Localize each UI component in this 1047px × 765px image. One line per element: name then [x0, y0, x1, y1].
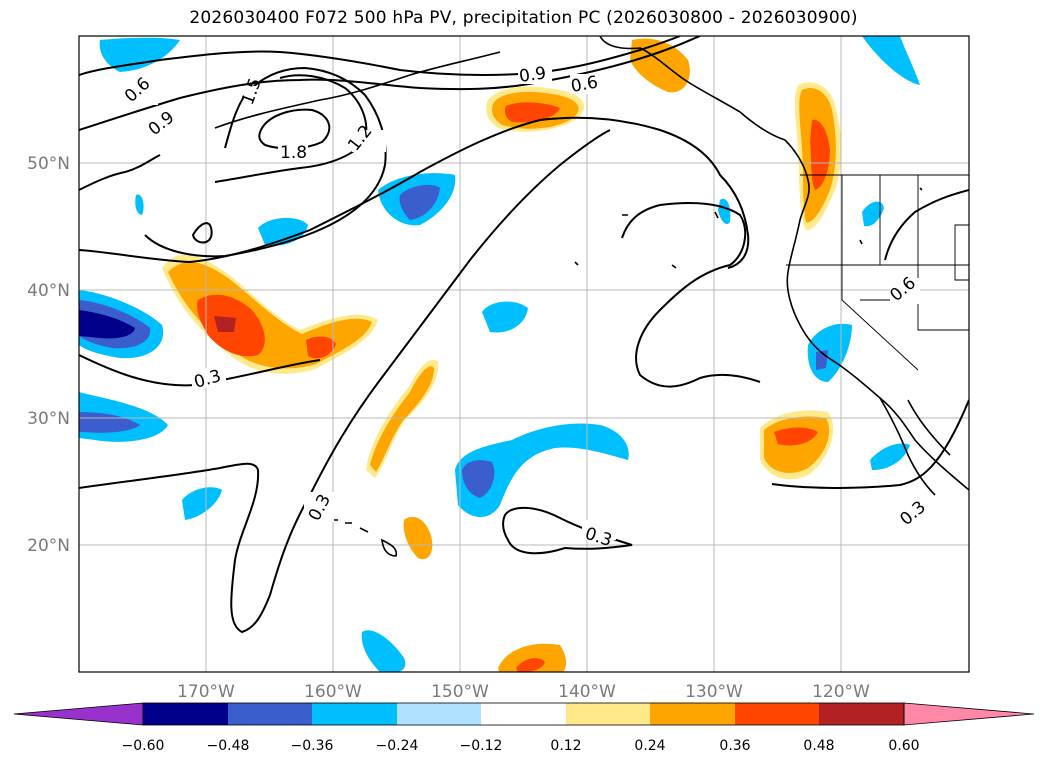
contour-1.8: [258, 108, 331, 150]
lon-label-150w: 150°W: [431, 682, 489, 702]
colorbar-segment: [312, 703, 397, 725]
lon-label-130w: 130°W: [685, 682, 743, 702]
lat-label-30n: 30°N: [27, 409, 70, 429]
contour-small-loop: [191, 222, 213, 244]
precip-negative-south: [361, 630, 406, 672]
precip-negative-small-2: [135, 194, 144, 215]
colorbar-tick-label: 0.48: [803, 738, 834, 754]
lon-label-170w: 170°W: [177, 682, 235, 702]
colorbar: −0.60 −0.48 −0.36 −0.24 −0.12 0.12 0.24 …: [13, 702, 1035, 754]
colorbar-tick-label: 0.12: [550, 738, 581, 754]
contour-label: 1.8: [280, 143, 307, 163]
colorbar-tick-label: 0.24: [634, 738, 665, 754]
coastline-alaska: [599, 36, 786, 141]
plot-frame: [78, 35, 970, 673]
precip-positive-south: [498, 643, 566, 672]
lat-label-50n: 50°N: [27, 154, 70, 174]
colorbar-segment: [481, 703, 566, 725]
precip-negative-small-1: [718, 198, 731, 225]
contour-0.3-loop-south: [502, 506, 633, 555]
lon-label-140w: 140°W: [558, 682, 616, 702]
precip-positive-south-red: [516, 658, 545, 672]
contour-0.6-north: [79, 36, 701, 131]
colorbar-segment: [650, 703, 735, 725]
contour-0.6-east: [884, 189, 969, 261]
colorbar-frame: [142, 702, 905, 726]
lon-label-120w: 120°W: [812, 682, 870, 702]
contour-label: 0.9: [518, 63, 548, 87]
latitude-labels: 50°N 40°N 30°N 20°N: [27, 154, 70, 556]
lon-label-160w: 160°W: [304, 682, 362, 702]
precip-positive-central-streak-orange: [370, 366, 434, 472]
colorbar-tick-label: 0.60: [888, 738, 919, 754]
precip-negative-horseshoe-blue: [462, 460, 495, 498]
colorbar-tick-label: −0.36: [291, 738, 334, 754]
precip-shading: [79, 36, 920, 672]
colorbar-tick-label: 0.36: [719, 738, 750, 754]
state-borders: [786, 174, 969, 371]
colorbar-segment: [228, 703, 312, 725]
colorbar-tick-label: −0.60: [122, 738, 165, 754]
precip-negative-north-center-blue: [399, 184, 440, 220]
colorbar-tick-label: −0.12: [460, 738, 503, 754]
contour-0.3-main: [79, 129, 611, 634]
precip-negative-horseshoe: [455, 423, 629, 518]
precip-positive-coast-red: [810, 119, 830, 190]
coastline-baja: [879, 397, 951, 496]
colorbar-segment: [819, 703, 904, 725]
gridlines: [79, 36, 969, 672]
contour-0.3-coast: [621, 202, 761, 388]
colorbar-segment: [566, 703, 650, 725]
map-title: 2026030400 F072 500 hPa PV, precipitatio…: [189, 8, 858, 28]
precip-negative-baja: [870, 443, 910, 470]
precip-positive-panhandle: [630, 38, 690, 93]
precip-positive-north-red: [504, 102, 560, 123]
border-states-3: [954, 224, 969, 281]
contour-0.3-subtropical: [771, 399, 969, 489]
coastline-west-coast: [784, 139, 969, 491]
border-states-1: [841, 175, 969, 331]
precip-negative-sw-small: [182, 487, 222, 520]
precip-positive-core-west: [214, 316, 236, 332]
contour-label: 0.6: [569, 73, 599, 97]
lat-label-40n: 40°N: [27, 281, 70, 301]
colorbar-segment: [735, 703, 819, 725]
precip-negative-mid-2: [482, 301, 528, 333]
precip-negative-ne-corner: [862, 36, 920, 85]
colorbar-segment: [143, 703, 228, 725]
precip-positive-east-blob: [306, 336, 336, 359]
precip-negative-idaho: [862, 201, 884, 227]
lat-label-20n: 20°N: [27, 536, 70, 556]
contour-0.9-north: [79, 36, 681, 76]
contour-0.9-inner: [79, 154, 161, 191]
precip-negative-southwest-blue: [79, 412, 140, 433]
colorbar-extend-low: [13, 702, 144, 726]
coastline-islands: [574, 187, 923, 269]
colorbar-tick-label: −0.24: [376, 738, 419, 754]
precip-positive-subtropical-east-red: [774, 427, 818, 446]
colorbar-extend-high: [903, 702, 1035, 726]
longitude-labels: 170°W 160°W 150°W 140°W 130°W 120°W: [177, 682, 870, 702]
colorbar-tick-label: −0.48: [207, 738, 250, 754]
precip-negative-nw-corner: [99, 37, 180, 72]
precip-negative-west-core: [79, 310, 135, 339]
precip-positive-hawaii: [403, 516, 433, 560]
contour-0.6-central: [79, 116, 750, 269]
colorbar-segment: [397, 703, 481, 725]
